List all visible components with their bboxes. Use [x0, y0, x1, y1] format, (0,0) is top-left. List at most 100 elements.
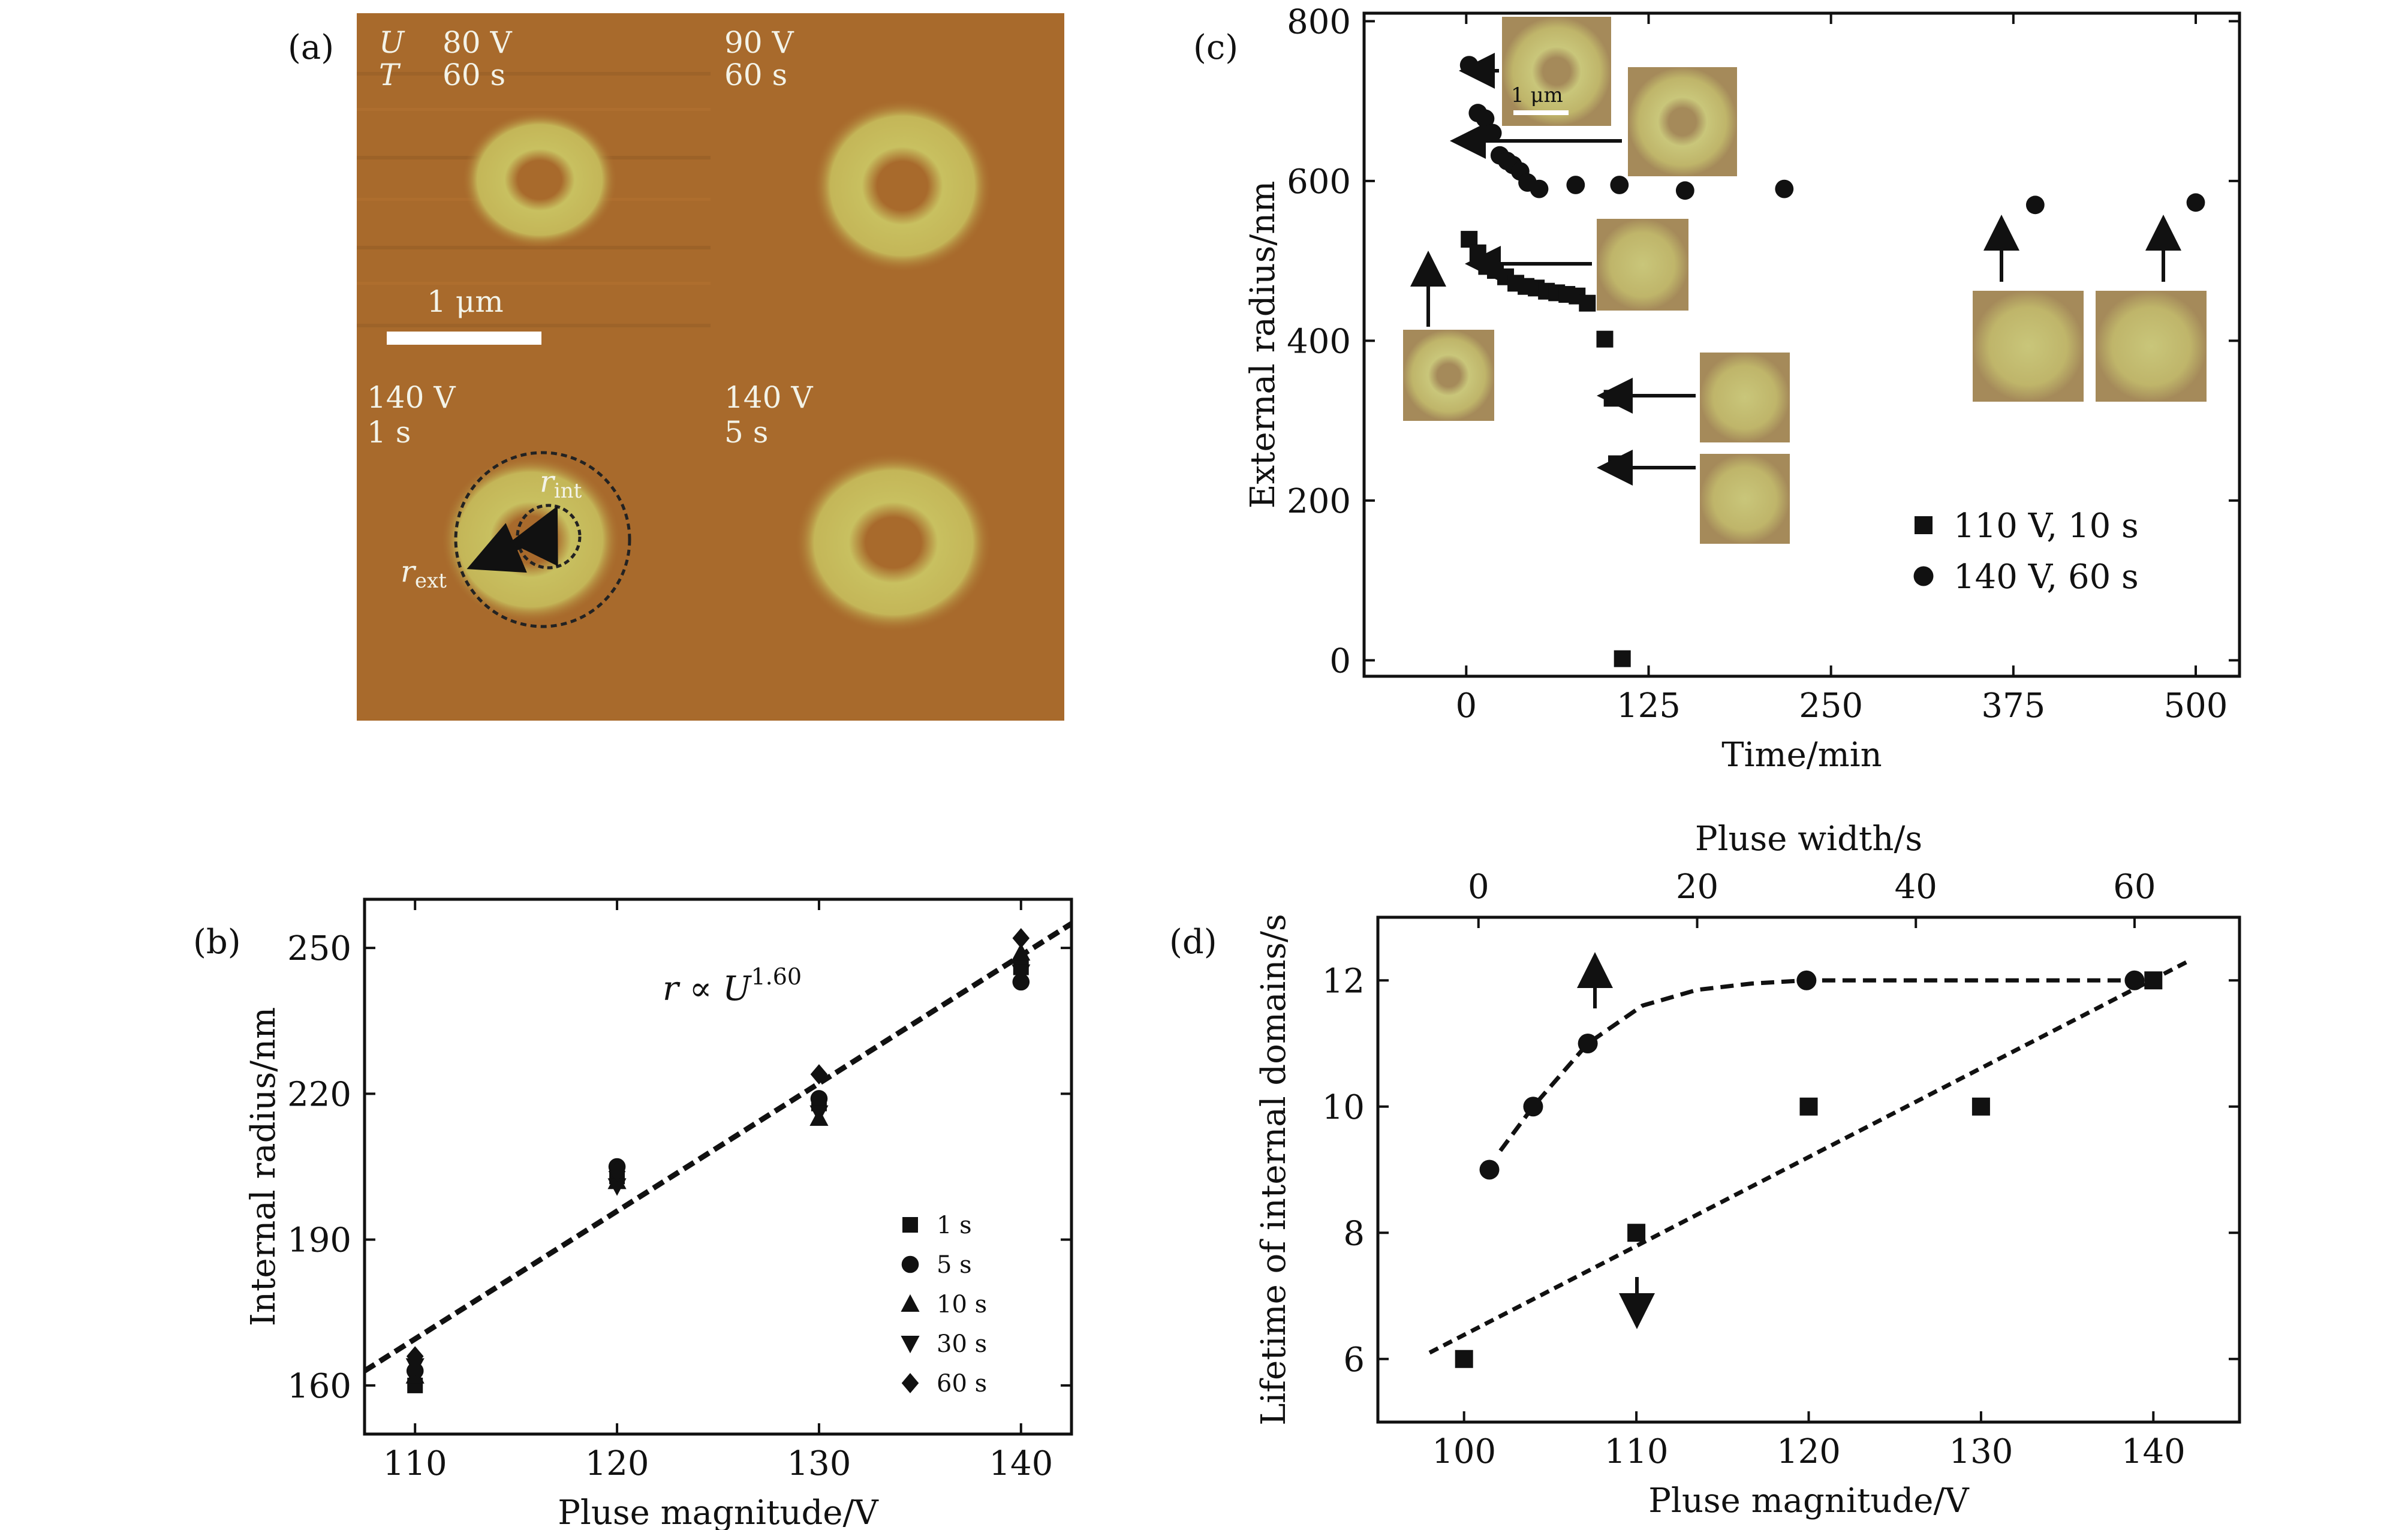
data-point-c: [1614, 650, 1631, 667]
x-axis-title: Pluse magnitude/V: [1648, 1481, 1970, 1520]
inset-scalebar-label: 1 μm: [1511, 83, 1563, 107]
ytick-label: 0: [1329, 641, 1351, 680]
data-point-c: [1675, 181, 1694, 200]
data-point-c: [2186, 193, 2205, 212]
tile1-time: 60 s: [443, 58, 505, 92]
data-point-d: [1796, 970, 1817, 990]
xtick-label: 120: [1777, 1432, 1841, 1471]
tile4-time: 5 s: [724, 415, 768, 450]
inset-c6: [1700, 454, 1790, 544]
ytick-label: 190: [287, 1221, 351, 1260]
chart-d: 100 110 120 130 140 6 8 10 12 Pluse magnitude/V Li…: [1254, 820, 2241, 1520]
fit-curve-d: [1498, 978, 2135, 1152]
xtick-label: 125: [1617, 686, 1681, 725]
legend-label-b: 10 s: [937, 1291, 987, 1318]
tile1-voltage: 80 V: [443, 25, 513, 60]
xtick-label: 0: [1456, 686, 1477, 725]
chart-b: 110 120 130 140 160 190 220 250 Pluse magnitude/…: [244, 897, 1073, 1530]
legend-label-c: 110 V, 10 s: [1954, 507, 2139, 546]
x2tick-label: 60: [2113, 868, 2156, 906]
afm-domain-140v-5s: [794, 453, 992, 633]
data-point-c: [1530, 179, 1549, 198]
xtick-label: 140: [2121, 1432, 2186, 1471]
data-point-c: [1483, 124, 1502, 143]
ytick-label: 400: [1287, 322, 1351, 361]
data-point-c: [1566, 176, 1585, 194]
xtick-label: 130: [787, 1444, 851, 1483]
inset-c2: [1628, 67, 1737, 176]
ytick-label: 600: [1287, 162, 1351, 201]
legend-marker-b: [902, 1217, 918, 1233]
plot-frame-d: [1376, 915, 2241, 1424]
legend-marker-b: [901, 1373, 919, 1393]
data-point-d: [1799, 1097, 1818, 1116]
chart-c: 0 125 250 375 500 0 200 400 600 800 Time/min Extern…: [1244, 2, 2241, 775]
data-point-d: [1523, 1097, 1543, 1117]
afm-domain-80v: [462, 111, 618, 249]
data-point-b: [809, 1105, 829, 1124]
legend-marker-b: [901, 1336, 920, 1354]
ytick-label: 12: [1322, 962, 1365, 1001]
r-int-arrow: [509, 505, 558, 567]
data-point-d: [2144, 971, 2163, 990]
plot-frame-b: [363, 897, 1073, 1436]
scalebar: [387, 332, 541, 345]
plot-frame-c: [1362, 11, 2241, 678]
xtick-label: 120: [585, 1444, 649, 1483]
data-point-b: [1012, 964, 1031, 982]
legend-marker-c: [1913, 566, 1934, 586]
legend-marker-b: [901, 1255, 919, 1273]
xtick-label: 110: [1605, 1432, 1669, 1471]
data-point-c: [1596, 330, 1614, 348]
xtick-label: 110: [383, 1444, 447, 1483]
xtick-label: 140: [989, 1444, 1053, 1483]
data-point-b: [405, 1358, 425, 1376]
panel-label-c: (c): [1193, 28, 1238, 67]
x2-axis-title: Pluse width/s: [1695, 820, 1922, 859]
panel-label-d: (d): [1169, 923, 1217, 962]
inset-c7: [1973, 291, 2084, 402]
tile3-time: 1 s: [367, 415, 411, 450]
x2tick-label: 20: [1676, 868, 1718, 906]
data-point-c: [2025, 195, 2045, 215]
panel-label-a: (a): [288, 28, 334, 67]
data-point-c: [1608, 455, 1625, 472]
inset-c1: [1502, 17, 1611, 126]
tile2-voltage: 90 V: [724, 25, 794, 60]
xtick-label: 500: [2164, 686, 2228, 725]
scalebar-label: 1 μm: [427, 284, 504, 319]
fit-line-b: [363, 921, 1073, 1374]
fit-annotation-b: r ∝ U1.60: [663, 963, 802, 1008]
r-int-label: rint: [540, 464, 582, 503]
outer-radius-circle: [454, 451, 631, 628]
y-axis-title: Internal radius/nm: [244, 1007, 283, 1327]
tile4-voltage: 140 V: [724, 380, 813, 415]
data-point-d: [1971, 1097, 1990, 1116]
inset-c3: [1597, 219, 1688, 311]
panel-a-afm-image: (a) U T 80 V 60 s 90 V 60 s 140 V 1 s 14…: [288, 13, 1064, 721]
legend-label-b: 60 s: [937, 1370, 987, 1398]
inset-c5: [1700, 353, 1790, 442]
xtick-label: 250: [1799, 686, 1863, 725]
inner-radius-circle: [516, 504, 582, 570]
legend-U: U: [379, 25, 405, 60]
data-point-b: [810, 1090, 828, 1107]
data-point-c: [1775, 179, 1794, 198]
data-point-b: [608, 1161, 626, 1182]
ytick-label: 250: [287, 929, 351, 968]
panel-c-insets: 1 μm: [1403, 17, 2207, 544]
data-point-b: [406, 1346, 424, 1367]
legend-marker-b: [901, 1294, 920, 1312]
ytick-label: 220: [287, 1075, 351, 1114]
data-point-c: [1603, 390, 1621, 407]
data-point-b: [607, 1178, 627, 1196]
data-point-d: [2124, 970, 2145, 990]
xtick-label: 130: [1949, 1432, 2013, 1471]
x2tick-label: 40: [1895, 868, 1937, 906]
inset-c8: [2096, 291, 2207, 402]
data-point-d: [1627, 1224, 1646, 1242]
legend-label-b: 1 s: [937, 1212, 972, 1239]
xtick-label: 100: [1432, 1432, 1496, 1471]
ytick-label: 800: [1287, 2, 1351, 41]
